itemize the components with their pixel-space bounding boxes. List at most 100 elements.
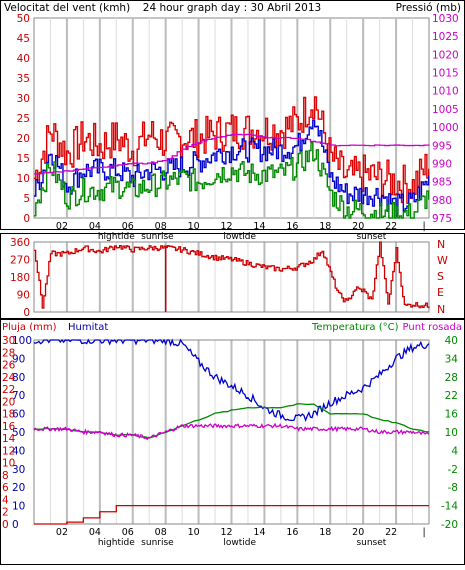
x-tick-label-top: 22: [385, 221, 397, 232]
rain-tick-label: 22: [2, 384, 15, 396]
wind-tick-label: 35: [17, 73, 30, 85]
rain-tick-label: 10: [2, 458, 15, 470]
rain-tick-label: 30: [2, 335, 15, 347]
temperature-axis-title: Temperatura (°C): [311, 322, 399, 333]
pressure-axis-title: Pressió (mb): [396, 2, 461, 14]
dew-point-title: Punt rosada: [403, 322, 462, 333]
temp-tick-label: 22: [445, 390, 458, 402]
wind-tick-label: 45: [17, 33, 30, 45]
rain-tick-label: 26: [2, 360, 16, 372]
x-marker-label-bottom: hightide: [98, 538, 135, 548]
chart-title: 24 hour graph day : 30 Abril 2013: [143, 2, 321, 14]
wind-average-line: [34, 119, 430, 217]
x-tick-label-top: 20: [352, 221, 364, 232]
humidity-tick-label: 50: [12, 427, 25, 439]
temp-tick-label: -8: [448, 482, 458, 494]
x-tick-label-top: 16: [286, 221, 298, 232]
rain-tick-label: 0: [2, 519, 9, 531]
pressure-tick-label: 995: [432, 140, 452, 152]
pressure-tick-label: 1010: [432, 86, 459, 98]
x-tick-label-bottom: 12: [221, 527, 233, 538]
x-marker-label-top: lowtide: [223, 232, 256, 242]
wind-axis-title: Velocitat del vent (kmh): [4, 2, 130, 14]
wind-tick-label: 0: [23, 213, 30, 225]
rain-tick-label: 16: [2, 421, 16, 433]
rain-tick-label: 6: [2, 482, 9, 494]
x-marker-label-top: sunset: [356, 232, 386, 242]
direction-tick-label: 180: [10, 272, 30, 284]
x-tick-label-top: 06: [122, 221, 134, 232]
wind-tick-label: 20: [17, 133, 30, 145]
x-tick-label-top: 18: [319, 221, 331, 232]
rain-tick-label: 18: [2, 409, 15, 421]
temp-tick-label: 10: [445, 427, 458, 439]
x-tick-label-bottom: 18: [319, 527, 331, 538]
temp-tick-label: 16: [445, 409, 459, 421]
humidity-tick-label: 40: [12, 445, 25, 457]
x-tick-label-bottom: 08: [155, 527, 167, 538]
wind-direction-line: [34, 241, 430, 309]
x-tick-label-bottom: 10: [188, 527, 200, 538]
wind-gust-line: [34, 96, 430, 204]
temp-tick-label: 34: [445, 353, 459, 365]
humidity-axis-title: Humitat: [68, 322, 108, 333]
direction-tick-label: 90: [17, 290, 30, 302]
x-tick-label-bottom: 20: [352, 527, 364, 538]
dir-label-n-bottom: N: [437, 303, 445, 316]
humidity-tick-label: 90: [12, 353, 25, 365]
x-marker-label-top: hightide: [98, 232, 135, 242]
x-tick-label-bottom: 02: [56, 527, 68, 538]
x-tick-label-bottom: 14: [253, 527, 265, 538]
x-marker-label-top: sunrise: [141, 232, 174, 242]
climate-plot-area: [33, 339, 430, 525]
humidity-tick-label: 10: [12, 501, 25, 513]
dir-label-n-top: N: [437, 238, 445, 251]
rain-tick-label: 8: [2, 470, 9, 482]
x-tick-label-top: 02: [56, 221, 68, 232]
humidity-tick-label: 30: [12, 464, 25, 476]
x-tick-label-bottom: 06: [122, 527, 134, 538]
rain-axis-title: Pluja (mm): [2, 322, 57, 333]
rain-tick-label: 20: [2, 396, 15, 408]
x-tick-label-top: 04: [89, 221, 101, 232]
temp-tick-label: 4: [451, 445, 458, 457]
temp-tick-label: 28: [445, 372, 458, 384]
humidity-tick-label: 20: [12, 482, 25, 494]
x-tick-label-top: 10: [188, 221, 200, 232]
wind-tick-label: 10: [17, 173, 30, 185]
rain-tick-label: 14: [2, 433, 16, 445]
wind-low-line: [34, 141, 430, 219]
x-tick-label-top: 12: [221, 221, 233, 232]
dew-point-line: [33, 422, 430, 441]
pressure-tick-label: 990: [432, 158, 452, 170]
wind-tick-label: 50: [17, 13, 30, 25]
direction-tick-label: 0: [23, 307, 30, 319]
direction-plot-area: [33, 241, 430, 313]
dir-label-w: W: [437, 254, 448, 267]
dir-label-s: S: [437, 270, 444, 283]
wind-tick-label: 15: [17, 153, 30, 165]
pressure-tick-label: 1030: [432, 13, 459, 25]
x-tick-label-top: |: [422, 221, 425, 232]
direction-tick-label: 360: [10, 237, 30, 249]
rain-tick-label: 24: [2, 372, 16, 384]
humidity-tick-label: 70: [12, 390, 25, 402]
direction-tick-label: 270: [10, 255, 30, 267]
humidity-tick-label: 80: [12, 372, 25, 384]
wind-tick-label: 30: [17, 93, 30, 105]
x-tick-label-bottom: 04: [89, 527, 101, 538]
rain-line: [34, 504, 429, 525]
pressure-tick-label: 1000: [432, 122, 459, 134]
temp-tick-label: 40: [445, 335, 458, 347]
temp-tick-label: -20: [441, 519, 458, 531]
rain-tick-label: 12: [2, 445, 15, 457]
temp-tick-label: -2: [448, 464, 458, 476]
pressure-tick-label: 980: [432, 195, 452, 207]
temp-tick-label: -14: [441, 501, 458, 513]
pressure-tick-label: 1005: [432, 104, 459, 116]
x-marker-label-bottom: lowtide: [223, 538, 256, 548]
pressure-line: [34, 133, 430, 175]
x-marker-label-bottom: sunset: [356, 538, 386, 548]
